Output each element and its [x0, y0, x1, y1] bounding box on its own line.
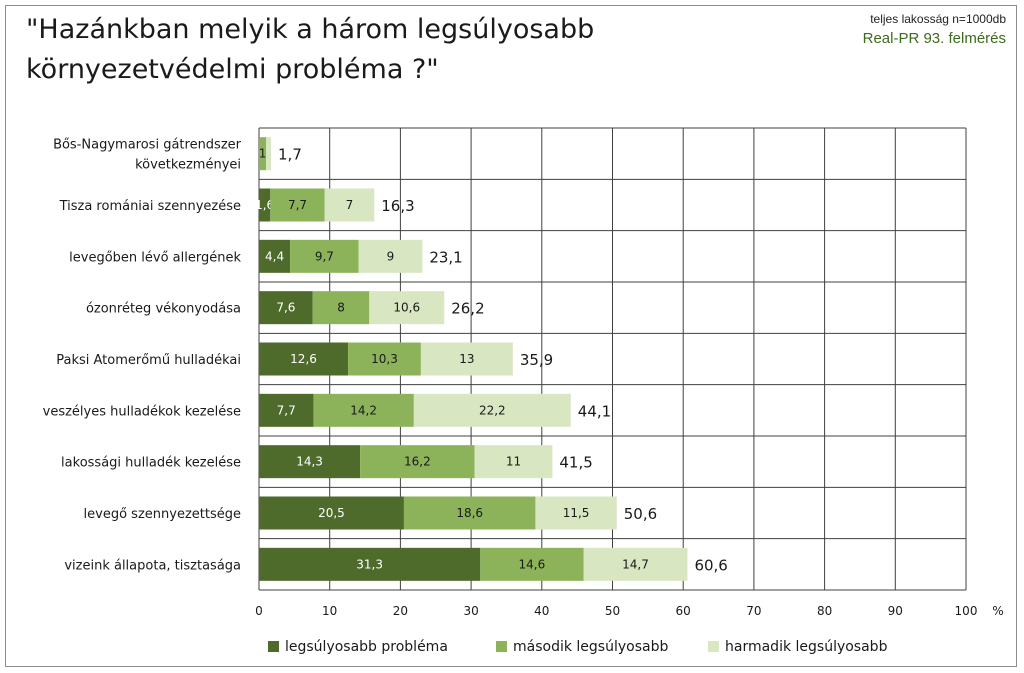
category-label: veszélyes hulladékok kezelése — [43, 404, 241, 419]
bar-segment-label: 16,2 — [404, 455, 431, 469]
bar-segment-label: 11,5 — [563, 506, 590, 520]
bar-segment-1 — [259, 342, 349, 376]
category-label: Paksi Atomerőmű hulladékai — [56, 353, 241, 368]
x-tick-label: 0 — [255, 604, 263, 618]
bar-segment-label: 11 — [506, 455, 521, 469]
x-tick-label: 10 — [322, 604, 337, 618]
chart-title-line-1: "Hazánkban melyik a három legsúlyosabb — [26, 14, 595, 45]
bar-segment-label: 10,3 — [371, 352, 398, 366]
bar-segment-1 — [259, 547, 481, 581]
bar-segment-label: 1 — [259, 147, 267, 161]
bar-segment-label: 22,2 — [479, 403, 506, 417]
bar-segment-2 — [348, 342, 421, 376]
x-tick-label: 80 — [817, 604, 832, 618]
category-label: vizeink állapota, tisztasága — [64, 558, 241, 573]
bar-total-label: 50,6 — [624, 505, 657, 523]
x-tick-label: 30 — [463, 604, 478, 618]
category-label: levegőben lévő allergének — [69, 250, 241, 265]
bar-segment-3 — [474, 445, 553, 479]
bar-segment-3 — [369, 291, 445, 325]
bar-segment-2 — [290, 239, 359, 273]
legend-label-3: harmadik legsúlyosabb — [725, 639, 888, 655]
bar-segment-1 — [259, 291, 313, 325]
legend-swatch-3 — [708, 641, 719, 652]
bar-segment-label: 13 — [459, 352, 474, 366]
bar-total-label: 35,9 — [520, 351, 553, 369]
bar-total-label: 41,5 — [559, 454, 592, 472]
x-tick-label: 50 — [605, 604, 620, 618]
legend-swatch-2 — [496, 641, 507, 652]
legend-label-1: legsúlyosabb probléma — [285, 639, 448, 655]
category-label: Bős-Nagymarosi gátrendszer — [53, 138, 242, 153]
bar-segment-3 — [266, 137, 272, 171]
bar-segment-label: 10,6 — [393, 301, 420, 315]
bar-segment-2 — [403, 496, 536, 530]
bar-segment-label: 7 — [346, 198, 354, 212]
category-label: következményei — [135, 158, 241, 173]
category-label: lakossági hulladék kezelése — [61, 456, 241, 471]
sample-size-note: teljes lakosság n=1000db — [870, 12, 1006, 26]
bar-segment-label: 20,5 — [318, 506, 345, 520]
bar-segment-1 — [259, 496, 404, 530]
bar-segment-label: 7,7 — [277, 403, 296, 417]
x-tick-label: 70 — [746, 604, 761, 618]
bar-segment-1 — [259, 188, 271, 222]
bar-total-label: 23,1 — [429, 248, 462, 266]
x-tick-label: 40 — [534, 604, 549, 618]
category-label: Tisza romániai szennyezése — [59, 199, 241, 214]
bar-segment-3 — [324, 188, 375, 222]
bar-segment-2 — [270, 188, 325, 222]
bar-segment-1 — [259, 239, 291, 273]
bar-segment-label: 12,6 — [290, 352, 317, 366]
x-tick-label: 60 — [676, 604, 691, 618]
bar-total-label: 26,2 — [451, 300, 484, 318]
legend-label-2: második legsúlyosabb — [513, 639, 668, 655]
chart-title-line-2: környezetvédelmi probléma ?" — [26, 54, 439, 85]
bar-segment-label: 9,7 — [315, 249, 334, 263]
bar-segment-label: 14,2 — [350, 403, 377, 417]
bar-segment-3 — [583, 547, 688, 581]
bar-segment-label: 18,6 — [456, 506, 483, 520]
x-axis-unit: % — [992, 604, 1003, 618]
bar-segment-label: 4,4 — [265, 249, 284, 263]
bar-segment-label: 7,7 — [288, 198, 307, 212]
bar-total-label: 60,6 — [694, 556, 727, 574]
legend-swatch-1 — [268, 641, 279, 652]
bar-segment-2 — [360, 445, 475, 479]
category-label: ózonréteg vékonyodása — [86, 302, 241, 317]
x-tick-label: 90 — [888, 604, 903, 618]
bar-segment-label: 9 — [387, 249, 395, 263]
bar-segment-1 — [259, 393, 314, 427]
bar-segment-label: 7,6 — [276, 301, 295, 315]
bar-segment-label: 14,3 — [296, 455, 323, 469]
bar-segment-1 — [259, 445, 361, 479]
bar-segment-3 — [413, 393, 571, 427]
bar-total-label: 16,3 — [381, 197, 414, 215]
bar-segment-2 — [480, 547, 584, 581]
survey-source: Real-PR 93. felmérés — [862, 30, 1006, 47]
bar-segment-3 — [420, 342, 513, 376]
x-tick-label: 100 — [955, 604, 978, 618]
bar-total-label: 1,7 — [278, 146, 302, 164]
bar-segment-2 — [312, 291, 370, 325]
bar-segment-3 — [535, 496, 617, 530]
bar-segment-label: 14,7 — [622, 557, 649, 571]
bar-segment-label: 14,6 — [519, 557, 546, 571]
bar-segment-label: 31,3 — [356, 557, 383, 571]
bar-segment-label: 1,6 — [255, 198, 274, 212]
bar-segment-2 — [259, 137, 267, 171]
bar-total-label: 44,1 — [578, 402, 611, 420]
bar-segment-3 — [358, 239, 423, 273]
bar-segment-label: 8 — [337, 301, 345, 315]
category-label: levegő szennyezettsége — [84, 507, 241, 522]
bar-segment-2 — [313, 393, 414, 427]
x-tick-label: 20 — [393, 604, 408, 618]
